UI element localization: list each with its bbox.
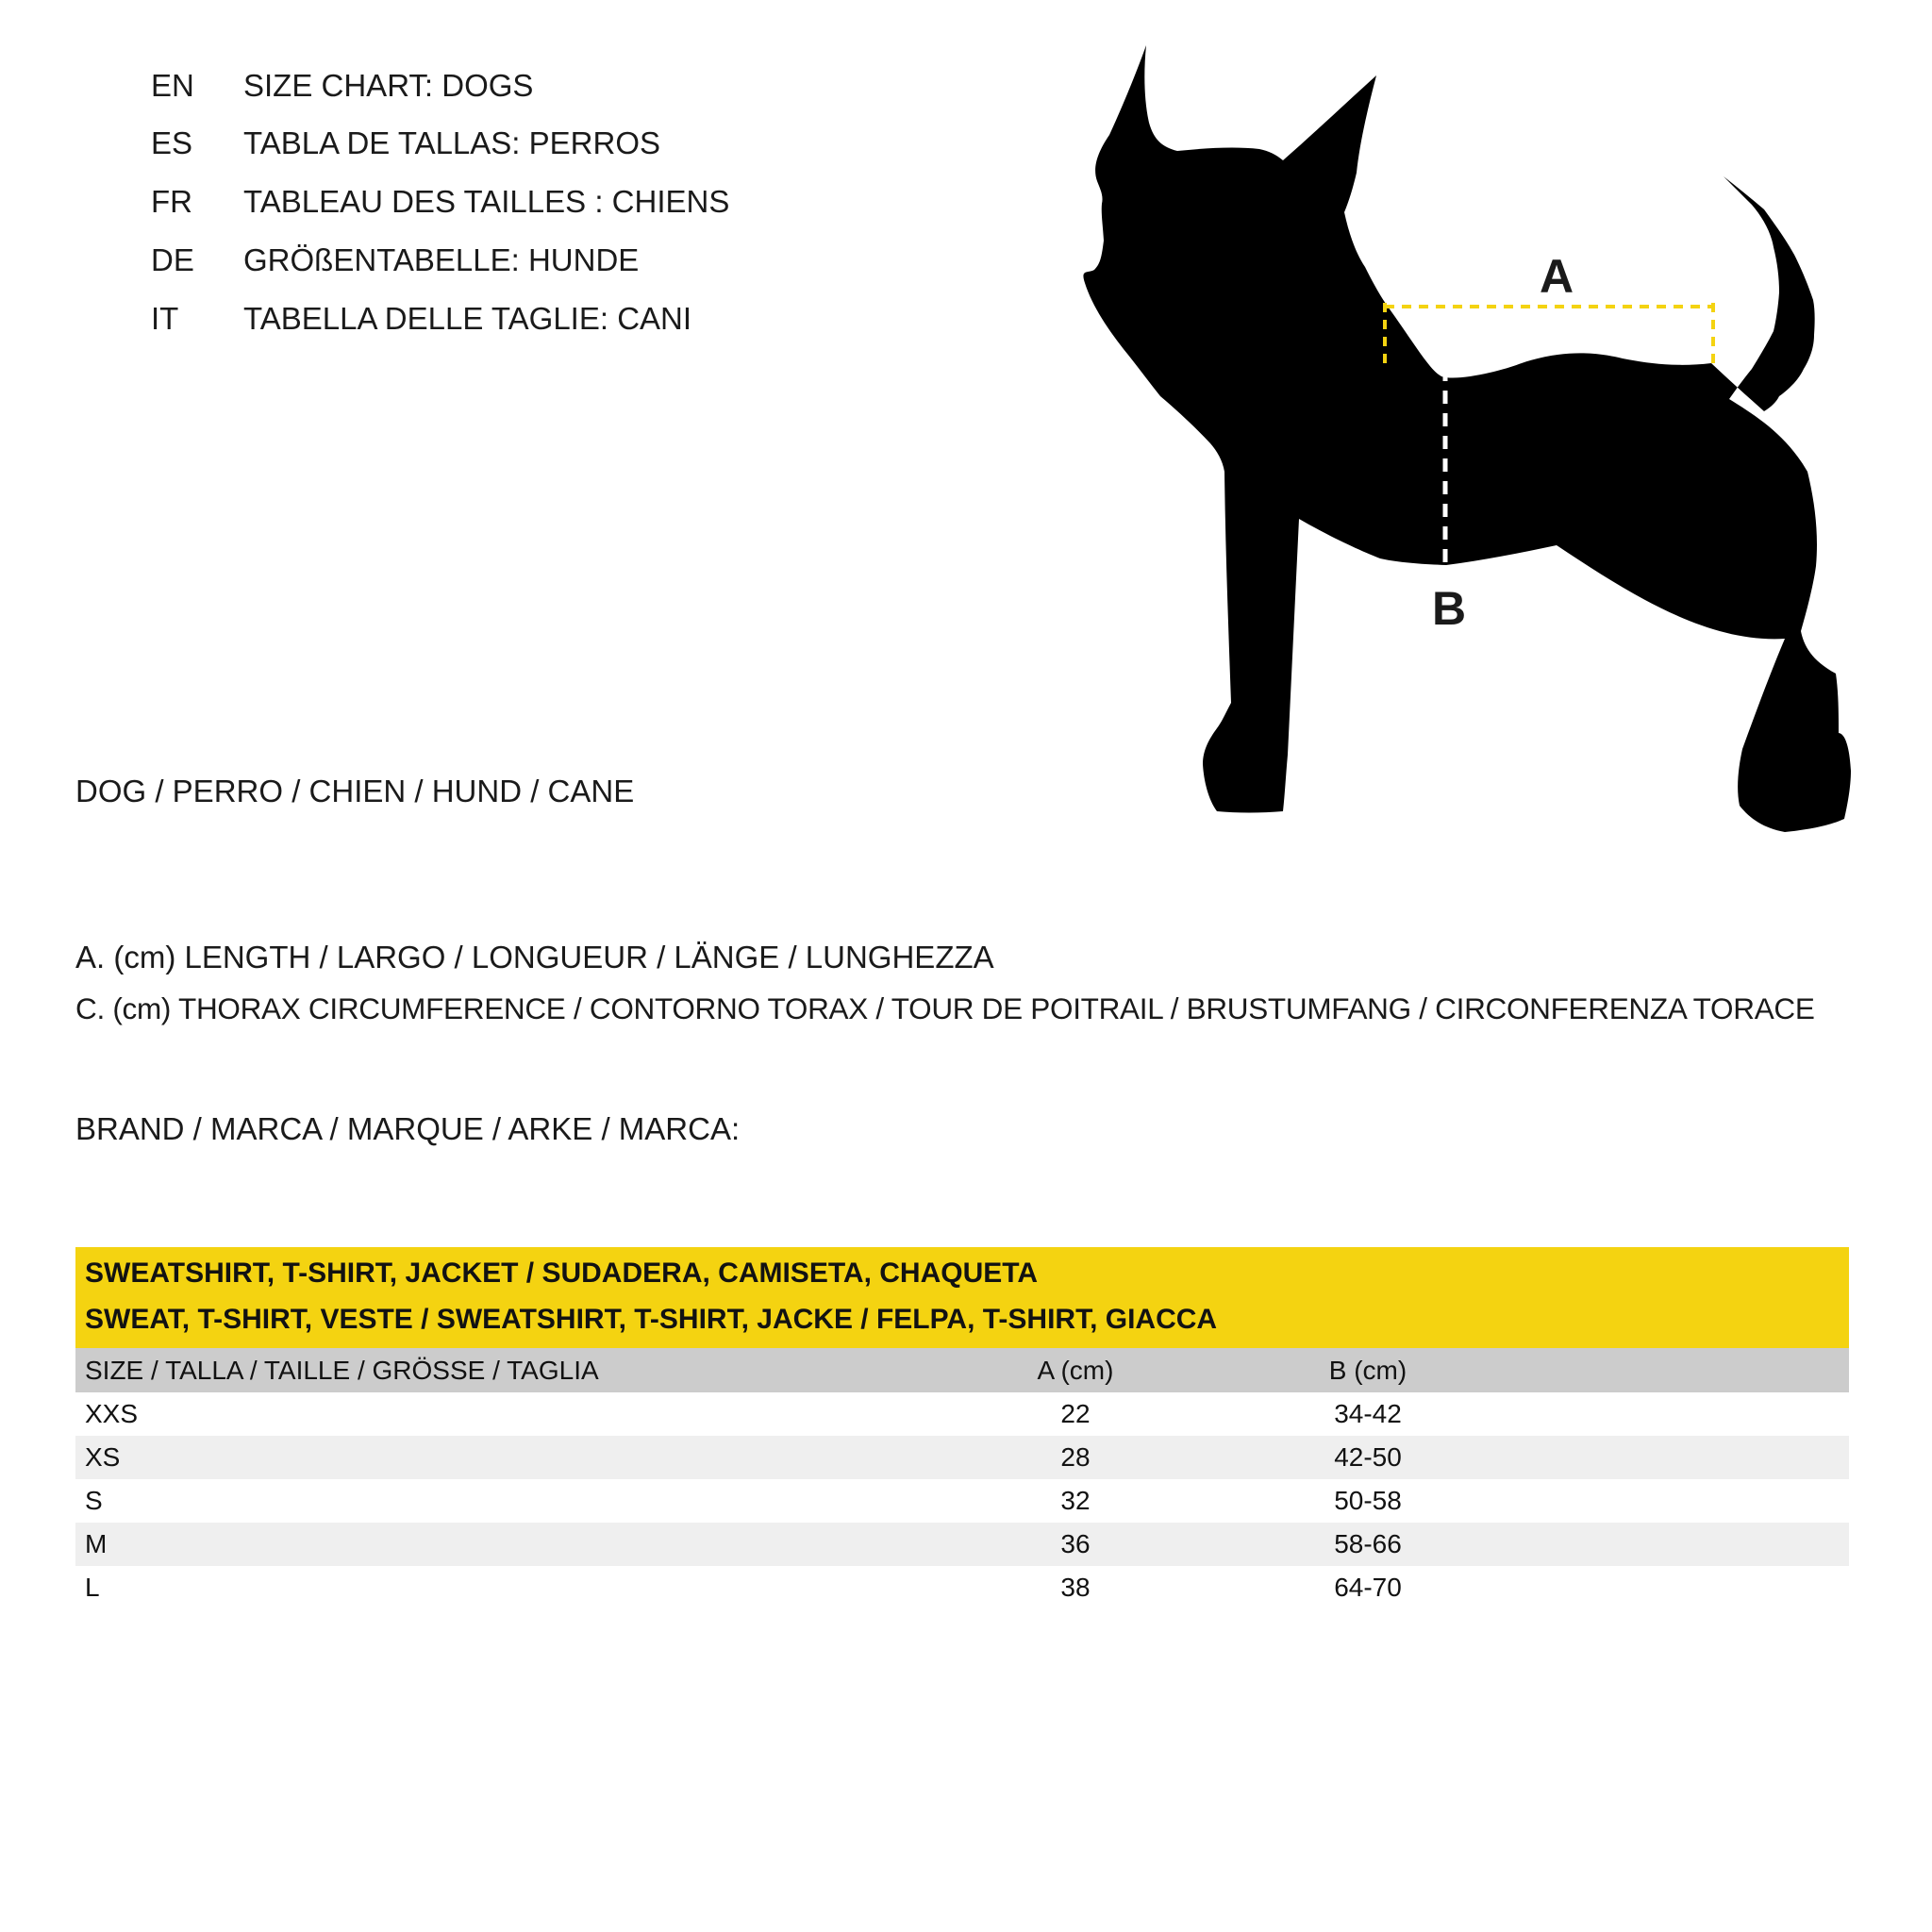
svg-text:A: A [1540, 250, 1574, 303]
svg-text:B: B [1432, 582, 1466, 635]
